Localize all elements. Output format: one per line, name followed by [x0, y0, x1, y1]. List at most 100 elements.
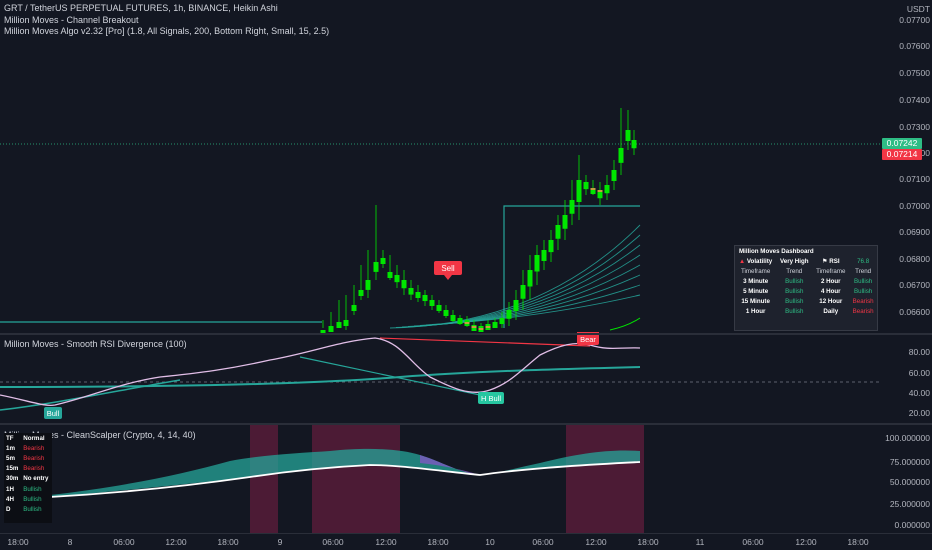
- heikin-ashi-candle: [457, 318, 463, 324]
- dash-tf: 12 Hour: [819, 297, 843, 305]
- state-cell: Normal: [23, 434, 45, 442]
- volatility-value: Very High: [780, 257, 809, 265]
- cleanscalper-pane[interactable]: Million Moves - CleanScalper (Crypto, 4,…: [0, 425, 882, 533]
- time-tick: 06:00: [322, 537, 344, 547]
- dash-trend: Bullish: [785, 277, 804, 285]
- price-tick: 0.06600: [899, 307, 930, 317]
- tf-cell: 5m: [6, 454, 15, 462]
- heikin-ashi-candle: [351, 305, 357, 311]
- heikin-ashi-candle: [611, 170, 617, 181]
- dashboard-title: Million Moves Dashboard: [739, 247, 814, 255]
- time-tick: 12:00: [375, 537, 397, 547]
- doji-candle: [471, 326, 477, 328]
- col-header-trend: Trend: [855, 267, 872, 275]
- col-header-timeframe: Timeframe: [816, 267, 846, 275]
- pane-separator[interactable]: [0, 423, 932, 425]
- time-tick: 12:00: [165, 537, 187, 547]
- bear-signal-marker: [577, 335, 599, 345]
- state-cell: No entry: [23, 475, 49, 483]
- time-tick: 18:00: [217, 537, 239, 547]
- rsi-legend[interactable]: Million Moves - Smooth RSI Divergence (1…: [4, 339, 187, 349]
- time-axis-separator: [0, 533, 932, 534]
- heikin-ashi-candle: [506, 310, 512, 319]
- time-tick: 12:00: [585, 537, 607, 547]
- dash-tf: 5 Minute: [743, 287, 769, 295]
- price-chart-pane[interactable]: Sell GRT / TetherUS PERPETUAL FUTURES, 1…: [0, 0, 882, 333]
- heikin-ashi-candle: [401, 280, 407, 289]
- rsi-signal-line: [0, 366, 641, 388]
- pane-separator[interactable]: [0, 333, 932, 335]
- price-axis[interactable]: USDT 0.07700 0.07600 0.07500 0.07400 0.0…: [882, 0, 932, 333]
- sell-signal-pointer: [444, 275, 452, 280]
- bull-signal-marker: [44, 407, 62, 419]
- rsi-tick: 40.00: [908, 388, 930, 398]
- indicator-legend-channel[interactable]: Million Moves - Channel Breakout: [4, 14, 139, 25]
- rsi-line: [0, 337, 641, 407]
- dash-trend: Bearish: [852, 307, 874, 315]
- price-tick: 0.06900: [899, 227, 930, 237]
- heikin-ashi-candle: [336, 322, 342, 328]
- price-tick: 0.07300: [899, 122, 930, 132]
- heikin-ashi-candle: [569, 200, 575, 214]
- tf-cell: 30m: [6, 475, 19, 483]
- bearish-zone: [250, 425, 278, 533]
- bear-divergence-line: [379, 337, 591, 347]
- warning-icon: ▲: [739, 257, 746, 265]
- currency-label: USDT: [906, 4, 930, 14]
- rsi-tick: 80.00: [908, 347, 930, 357]
- symbol-title[interactable]: GRT / TetherUS PERPETUAL FUTURES, 1h, BI…: [4, 3, 278, 13]
- time-tick: 11: [695, 537, 705, 547]
- price-tick: 0.06700: [899, 280, 930, 290]
- tf-cell: 1H: [6, 485, 14, 493]
- time-tick: 06:00: [532, 537, 554, 547]
- dash-tf: 4 Hour: [820, 287, 841, 295]
- price-tick: 0.07700: [899, 15, 930, 25]
- heikin-ashi-candle: [527, 270, 533, 287]
- cleanscalper-legend[interactable]: Million Moves - CleanScalper (Crypto, 4,…: [4, 430, 196, 440]
- dash-trend: Bullish: [785, 307, 804, 315]
- col-header-trend: Trend: [786, 267, 803, 275]
- heikin-ashi-candle: [443, 310, 449, 316]
- doji-candle: [590, 188, 596, 190]
- indicator-legend-algo[interactable]: Million Moves Algo v2.32 [Pro] (1.8, All…: [4, 26, 330, 36]
- dash-trend: Bullish: [854, 277, 873, 285]
- heikin-ashi-candle: [513, 300, 519, 311]
- price-tick: 0.07000: [899, 201, 930, 211]
- cs-tick: 75.000000: [889, 457, 930, 467]
- time-tick: 18:00: [7, 537, 29, 547]
- cleanscalper-axis[interactable]: 100.000000 75.000000 50.000000 25.000000…: [882, 425, 932, 533]
- rsi-axis[interactable]: 80.00 60.00 40.00 20.00: [882, 335, 932, 423]
- dash-trend: Bullish: [785, 297, 804, 305]
- rsi-divergence-pane[interactable]: Bear Bull H Bull Million Moves - Smooth RS…: [0, 335, 882, 423]
- doji-candle: [485, 326, 491, 328]
- price-chart-canvas[interactable]: Sell: [0, 0, 882, 333]
- dash-tf: 1 Hour: [745, 307, 766, 315]
- heikin-ashi-candle: [394, 275, 400, 283]
- heikin-ashi-candle: [548, 240, 554, 253]
- bear-marker-top: [577, 332, 599, 333]
- time-tick: 8: [67, 537, 73, 547]
- heikin-ashi-candle: [450, 315, 456, 321]
- price-tick: 0.07400: [899, 95, 930, 105]
- cleanscalper-canvas[interactable]: [0, 425, 882, 533]
- heikin-ashi-candle: [520, 285, 526, 299]
- time-tick: 10: [485, 537, 495, 547]
- sell-signal-marker: [434, 261, 462, 275]
- rsi-canvas[interactable]: Bear Bull H Bull: [0, 335, 882, 423]
- cs-tick: 100.000000: [885, 433, 930, 443]
- time-tick: 12:00: [795, 537, 817, 547]
- time-axis[interactable]: 18:00 8 06:00 12:00 18:00 9 06:00 12:00 …: [0, 533, 882, 550]
- tf-cell: 4H: [6, 495, 14, 503]
- heikin-ashi-candle: [625, 130, 631, 141]
- dash-tf: Daily: [823, 307, 839, 315]
- state-cell: Bearish: [23, 444, 45, 452]
- heikin-ashi-candle: [597, 190, 603, 199]
- rsi-value: 76.8: [857, 257, 870, 265]
- doji-candle: [478, 328, 484, 330]
- heikin-ashi-candle: [576, 180, 582, 202]
- price-tick: 0.07500: [899, 68, 930, 78]
- heikin-ashi-candle: [436, 305, 442, 311]
- sell-signal-label: Sell: [441, 264, 455, 273]
- bearish-zone: [312, 425, 400, 533]
- time-tick: 18:00: [637, 537, 659, 547]
